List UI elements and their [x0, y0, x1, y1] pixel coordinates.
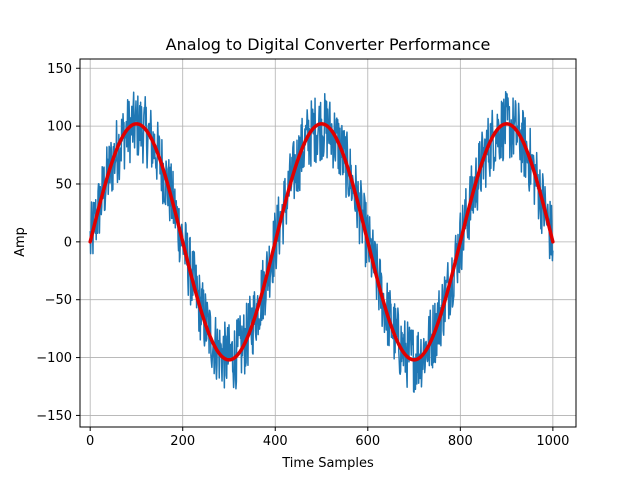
x-tick-label: 0: [86, 434, 94, 449]
x-tick-label: 400: [263, 434, 288, 449]
x-tick-label: 200: [170, 434, 195, 449]
y-tick-label: 100: [47, 120, 72, 135]
y-tick-label: 50: [55, 177, 72, 192]
x-tick-label: 1000: [536, 434, 569, 449]
y-tick-label: 150: [47, 62, 72, 77]
plot-area: 0 200 400 600 800 1000 −150 −100 −50 0 50 100 150: [36, 58, 577, 449]
x-tick-label: 800: [448, 434, 473, 449]
axes-frame: [79, 58, 577, 428]
chart-title: Analog to Digital Converter Performance: [166, 35, 491, 54]
y-axis-label: Amp: [13, 227, 28, 257]
y-tick-label: −100: [36, 351, 72, 366]
series-smooth-sine-line: [88, 122, 555, 362]
y-tick-label: −50: [45, 293, 72, 308]
y-tick-label: −150: [36, 409, 72, 424]
x-axis-label: Time Samples: [281, 456, 374, 471]
y-tick-label: 0: [64, 235, 72, 250]
x-tick-label: 600: [355, 434, 380, 449]
